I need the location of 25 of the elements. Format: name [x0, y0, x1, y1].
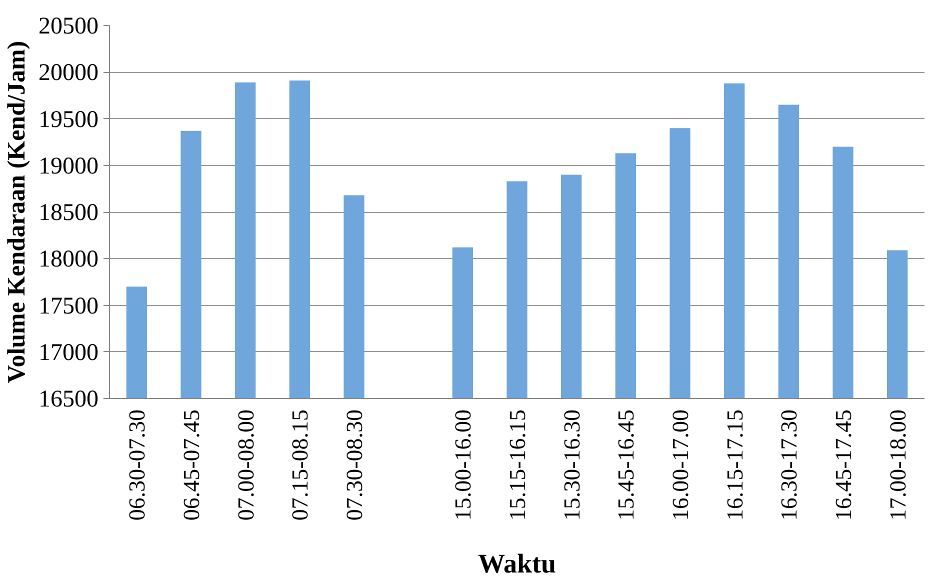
x-tick-label: 17.00-18.00 — [885, 409, 910, 521]
x-tick-label: 16.15-17.15 — [722, 409, 748, 521]
x-tick-label: 06.30-07.30 — [124, 409, 150, 521]
x-tick-label: 15.00-16.00 — [450, 409, 476, 521]
x-tick-label: 06.45-07.45 — [179, 409, 204, 521]
x-tick-label: 16.45-17.45 — [831, 409, 856, 521]
y-axis-title: Volume Kendaraan (Kend/Jam) — [4, 40, 30, 384]
y-tick-label: 19000 — [38, 153, 98, 180]
x-tick-label: 15.15-16.15 — [505, 409, 530, 521]
x-tick-label: 15.45-16.45 — [614, 409, 639, 521]
x-tick-label: 15.30-16.30 — [559, 409, 584, 521]
y-tick-label: 20500 — [38, 14, 98, 40]
x-tick-label: 07.00-08.00 — [233, 409, 258, 521]
y-tick-label: 19500 — [38, 106, 98, 133]
x-tick-label: 16.00-17.00 — [668, 409, 693, 521]
y-tick-label: 18500 — [38, 200, 98, 226]
y-tick-label: 16500 — [38, 386, 98, 412]
y-tick-label: 18000 — [38, 246, 98, 273]
x-tick-label: 16.30-17.30 — [776, 409, 802, 521]
x-tick-label: 07.30-08.30 — [342, 409, 367, 521]
y-tick-label: 17500 — [38, 293, 98, 320]
x-axis-title: Waktu — [478, 548, 556, 579]
y-tick-label: 20000 — [38, 60, 98, 86]
x-tick-label: 07.15-08.15 — [288, 409, 313, 521]
y-tick-label: 17000 — [38, 340, 98, 366]
